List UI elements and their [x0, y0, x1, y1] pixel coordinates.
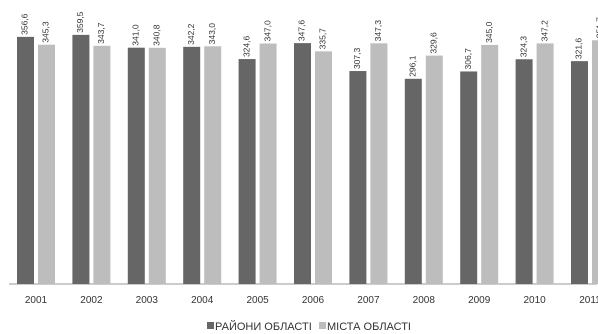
data-label-raiony-2003: 341,0	[131, 24, 141, 46]
data-label-mista-2009: 345,0	[484, 21, 494, 43]
data-label-mista-2008: 329,6	[429, 32, 439, 54]
bar-raiony-2007	[349, 71, 367, 284]
legend-swatch-series-1	[207, 322, 214, 329]
x-tick-label-2005: 2005	[246, 295, 269, 306]
x-tick-label-2011: 2011	[579, 295, 598, 306]
data-label-raiony-2009: 306,7	[463, 48, 473, 70]
bar-mista-2001	[38, 44, 55, 285]
data-label-mista-2006: 335,7	[318, 28, 328, 50]
bar-mista-2007	[370, 43, 388, 284]
x-tick-label-2001: 2001	[25, 295, 48, 306]
data-label-raiony-2004: 342,2	[186, 23, 196, 45]
x-tick-label-2007: 2007	[357, 295, 380, 306]
bar-mista-2005	[259, 43, 277, 285]
bar-raiony-2001	[17, 36, 34, 284]
data-label-raiony-2005: 324,6	[241, 36, 251, 58]
x-tick-label-2003: 2003	[136, 295, 159, 306]
legend-swatch-series-2	[319, 322, 326, 329]
x-tick-label-2008: 2008	[413, 295, 436, 306]
legend-label-series-2: МІСТА ОБЛАСТІ	[327, 321, 411, 333]
x-tick-label-2009: 2009	[468, 295, 491, 306]
bar-raiony-2003	[127, 47, 145, 285]
x-tick-labels-group: 2001 2002 2003 2004 2005 2006 2007 2008 2009 2010…	[25, 295, 598, 306]
bar-raiony-2006	[294, 43, 311, 284]
bar-mista-2010	[536, 43, 554, 285]
bar-mista-2002	[93, 45, 111, 284]
bar-raiony-2011	[571, 61, 588, 285]
data-label-raiony-2002: 359,5	[75, 11, 85, 33]
x-tick-label-2004: 2004	[191, 295, 214, 306]
bar-raiony-2008	[404, 78, 422, 284]
bar-mista-2008	[425, 55, 443, 284]
data-label-raiony-2011: 321,6	[574, 38, 584, 60]
bar-raiony-2009	[460, 71, 478, 284]
data-label-raiony-2008: 296,1	[408, 55, 418, 77]
bar-mista-2009	[481, 44, 499, 284]
data-label-mista-2004: 343,0	[207, 23, 217, 45]
bar-raiony-2005	[238, 59, 256, 284]
bar-mista-2004	[204, 46, 222, 285]
data-label-raiony-2001: 356,6	[20, 13, 30, 35]
data-label-mista-2010: 347,2	[539, 20, 549, 42]
data-label-mista-2007: 347,3	[373, 20, 383, 42]
bar-raiony-2010	[515, 59, 533, 284]
legend: РАЙОНИ ОБЛАСТІ МІСТА ОБЛАСТІ	[207, 320, 411, 333]
data-label-mista-2003: 340,8	[152, 24, 162, 46]
legend-label-series-1: РАЙОНИ ОБЛАСТІ	[215, 320, 312, 333]
data-label-raiony-2010: 324,3	[518, 36, 528, 58]
bar-mista-2006	[315, 51, 332, 285]
data-label-mista-2005: 347,0	[262, 20, 272, 42]
bar-mista-2011	[592, 40, 598, 285]
x-tick-label-2002: 2002	[80, 295, 103, 306]
bar-raiony-2004	[183, 46, 201, 284]
data-label-mista-2001: 345,3	[41, 21, 51, 43]
data-label-raiony-2007: 307,3	[352, 47, 362, 69]
bar-mista-2003	[148, 47, 166, 285]
data-label-mista-2011: 351,7	[595, 17, 598, 39]
data-labels-group: 356,6 345,3 359,5 343,7 341,0 340,8 342,2 343,0…	[20, 11, 598, 76]
bars-group	[17, 34, 598, 285]
x-tick-label-2006: 2006	[302, 295, 325, 306]
x-tick-label-2010: 2010	[523, 295, 546, 306]
data-label-raiony-2006: 347,6	[297, 20, 307, 42]
data-label-mista-2002: 343,7	[96, 22, 106, 44]
bar-raiony-2002	[72, 34, 90, 284]
